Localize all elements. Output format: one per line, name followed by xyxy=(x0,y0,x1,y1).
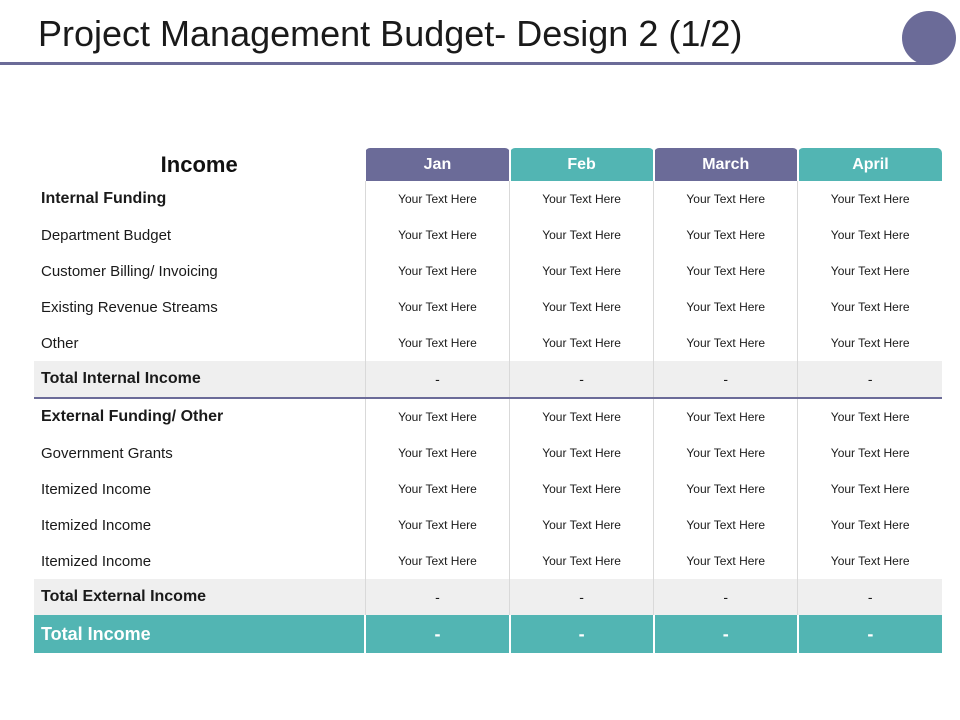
cell-value: - xyxy=(797,361,942,398)
grand-total-label: Total Income xyxy=(34,615,366,653)
cell-value: - xyxy=(509,361,654,398)
cell-value: Your Text Here xyxy=(797,471,942,507)
table-row: Customer Billing/ Invoicing Your Text He… xyxy=(34,253,942,289)
row-label: Itemized Income xyxy=(41,552,152,570)
cell-value: Your Text Here xyxy=(364,217,510,253)
cell-value: Your Text Here xyxy=(797,435,942,471)
total-row: Total Internal Income - - - - xyxy=(34,361,942,398)
table-row: External Funding/ Other Your Text Here Y… xyxy=(34,397,942,435)
cell-value: Your Text Here xyxy=(364,325,510,361)
cell-value: Your Text Here xyxy=(364,471,510,507)
cell-value: Your Text Here xyxy=(797,253,942,289)
cell-value: Your Text Here xyxy=(509,471,654,507)
grand-total-value: - xyxy=(796,615,942,653)
month-header-jan: Jan xyxy=(364,148,510,181)
row-label: Government Grants xyxy=(41,444,173,462)
cell-value: Your Text Here xyxy=(653,471,798,507)
cell-value: Your Text Here xyxy=(509,397,654,435)
cell-value: Your Text Here xyxy=(797,217,942,253)
cell-value: Your Text Here xyxy=(653,325,798,361)
cell-value: Your Text Here xyxy=(653,181,798,217)
cell-value: Your Text Here xyxy=(364,397,510,435)
grand-total-value: - xyxy=(508,615,654,653)
cell-value: Your Text Here xyxy=(509,289,654,325)
cell-value: Your Text Here xyxy=(797,507,942,543)
table-row: Itemized Income Your Text Here Your Text… xyxy=(34,471,942,507)
cell-value: Your Text Here xyxy=(364,253,510,289)
table-row: Itemized Income Your Text Here Your Text… xyxy=(34,507,942,543)
row-label: Existing Revenue Streams xyxy=(41,298,218,316)
cell-value: Your Text Here xyxy=(364,507,510,543)
cell-value: Your Text Here xyxy=(509,543,654,579)
cell-value: Your Text Here xyxy=(653,289,798,325)
row-label: External Funding/ Other xyxy=(34,397,366,435)
row-label: Itemized Income xyxy=(41,480,152,498)
cell-value: - xyxy=(509,579,654,615)
title-underline xyxy=(0,62,930,65)
cell-value: Your Text Here xyxy=(653,397,798,435)
cell-value: Your Text Here xyxy=(509,217,654,253)
grand-total-value: - xyxy=(364,615,510,653)
cell-value: Your Text Here xyxy=(653,253,798,289)
cell-value: Your Text Here xyxy=(653,507,798,543)
month-header-feb: Feb xyxy=(508,148,654,181)
row-label: Total External Income xyxy=(34,579,366,615)
cell-value: Your Text Here xyxy=(509,507,654,543)
month-header-april: April xyxy=(796,148,942,181)
row-label: Customer Billing/ Invoicing xyxy=(41,262,218,280)
month-header-march: March xyxy=(652,148,798,181)
decorative-circle xyxy=(902,11,956,65)
cell-value: Your Text Here xyxy=(797,325,942,361)
slide-title: Project Management Budget- Design 2 (1/2… xyxy=(38,13,743,54)
table-row: Department Budget Your Text Here Your Te… xyxy=(34,217,942,253)
table-row: Government Grants Your Text Here Your Te… xyxy=(34,435,942,471)
table-row: Existing Revenue Streams Your Text Here … xyxy=(34,289,942,325)
cell-value: - xyxy=(364,579,510,615)
cell-value: - xyxy=(653,579,798,615)
table-row: Itemized Income Your Text Here Your Text… xyxy=(34,543,942,579)
row-label: Department Budget xyxy=(41,226,172,244)
grand-total-row: Total Income - - - - xyxy=(34,615,942,653)
cell-value: Your Text Here xyxy=(364,289,510,325)
income-header: Income xyxy=(160,151,238,177)
cell-value: Your Text Here xyxy=(509,325,654,361)
cell-value: Your Text Here xyxy=(653,543,798,579)
budget-table: Income Jan Feb March April Internal Fund… xyxy=(34,148,942,653)
cell-value: Your Text Here xyxy=(364,181,510,217)
table-header-row: Income Jan Feb March April xyxy=(34,148,942,181)
cell-value: - xyxy=(653,361,798,398)
cell-value: Your Text Here xyxy=(653,217,798,253)
cell-value: Your Text Here xyxy=(797,181,942,217)
cell-value: Your Text Here xyxy=(797,543,942,579)
table-row: Other Your Text Here Your Text Here Your… xyxy=(34,325,942,361)
cell-value: Your Text Here xyxy=(797,289,942,325)
cell-value: - xyxy=(797,579,942,615)
row-label: Internal Funding xyxy=(41,190,167,207)
cell-value: Your Text Here xyxy=(797,397,942,435)
cell-value: Your Text Here xyxy=(509,435,654,471)
row-label: Total Internal Income xyxy=(34,361,366,398)
cell-value: Your Text Here xyxy=(364,435,510,471)
cell-value: Your Text Here xyxy=(653,435,798,471)
cell-value: Your Text Here xyxy=(364,543,510,579)
row-label: Itemized Income xyxy=(41,516,152,534)
row-label: Other xyxy=(41,334,79,352)
cell-value: Your Text Here xyxy=(509,181,654,217)
cell-value: Your Text Here xyxy=(509,253,654,289)
grand-total-value: - xyxy=(652,615,798,653)
cell-value: - xyxy=(364,361,510,398)
total-row: Total External Income - - - - xyxy=(34,579,942,615)
table-row: Internal Funding Your Text Here Your Tex… xyxy=(34,181,942,217)
